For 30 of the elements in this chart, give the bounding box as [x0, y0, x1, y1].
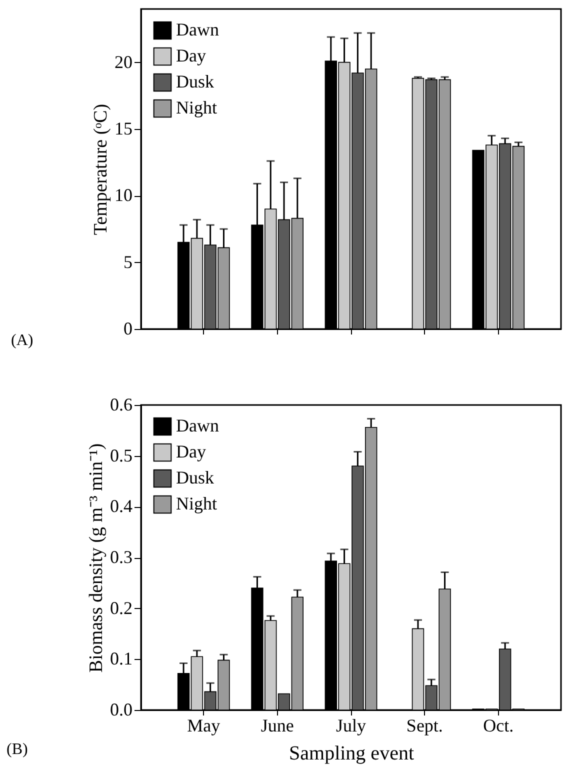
legend-label: Day	[176, 46, 206, 66]
x-tick-label: May	[187, 716, 220, 736]
y-tick-label: 0	[124, 318, 132, 338]
x-tick-label: July	[336, 716, 366, 736]
y-tick-label: 5	[124, 252, 132, 272]
y-axis-title: Biomass density (g m⁻³ min⁻¹)	[86, 443, 107, 673]
text: (A)	[11, 332, 34, 349]
y-tick-label: 0.1	[110, 648, 132, 669]
legend-label: Dusk	[176, 468, 214, 488]
legend-label: Dawn	[176, 416, 219, 436]
y-tick-label: 0.6	[110, 394, 132, 414]
x-tick-label: Sept.	[406, 716, 443, 736]
x-tick-label: June	[260, 716, 294, 736]
y-tick-label: 20	[114, 52, 132, 72]
y-tick-label: 15	[114, 118, 132, 138]
legend-label: Day	[176, 442, 206, 462]
y-tick-label: 0.3	[110, 547, 132, 567]
y-axis-title: Temperature (ᵒC)	[90, 104, 112, 236]
y-tick-label: 10	[114, 185, 132, 206]
legend-label: Dusk	[176, 72, 214, 92]
legend-label: Night	[176, 98, 218, 118]
y-tick-label: 0.4	[110, 496, 132, 516]
x-tick-label: Oct.	[483, 716, 514, 736]
legend-label: Night	[176, 494, 218, 514]
y-tick-label: 0.0	[110, 700, 132, 720]
y-tick-label: 0.5	[110, 445, 132, 466]
legend-label: Dawn	[176, 20, 219, 40]
x-axis-title: Sampling event	[289, 742, 414, 764]
y-tick-label: 0.2	[110, 598, 132, 618]
text: (B)	[6, 741, 28, 758]
